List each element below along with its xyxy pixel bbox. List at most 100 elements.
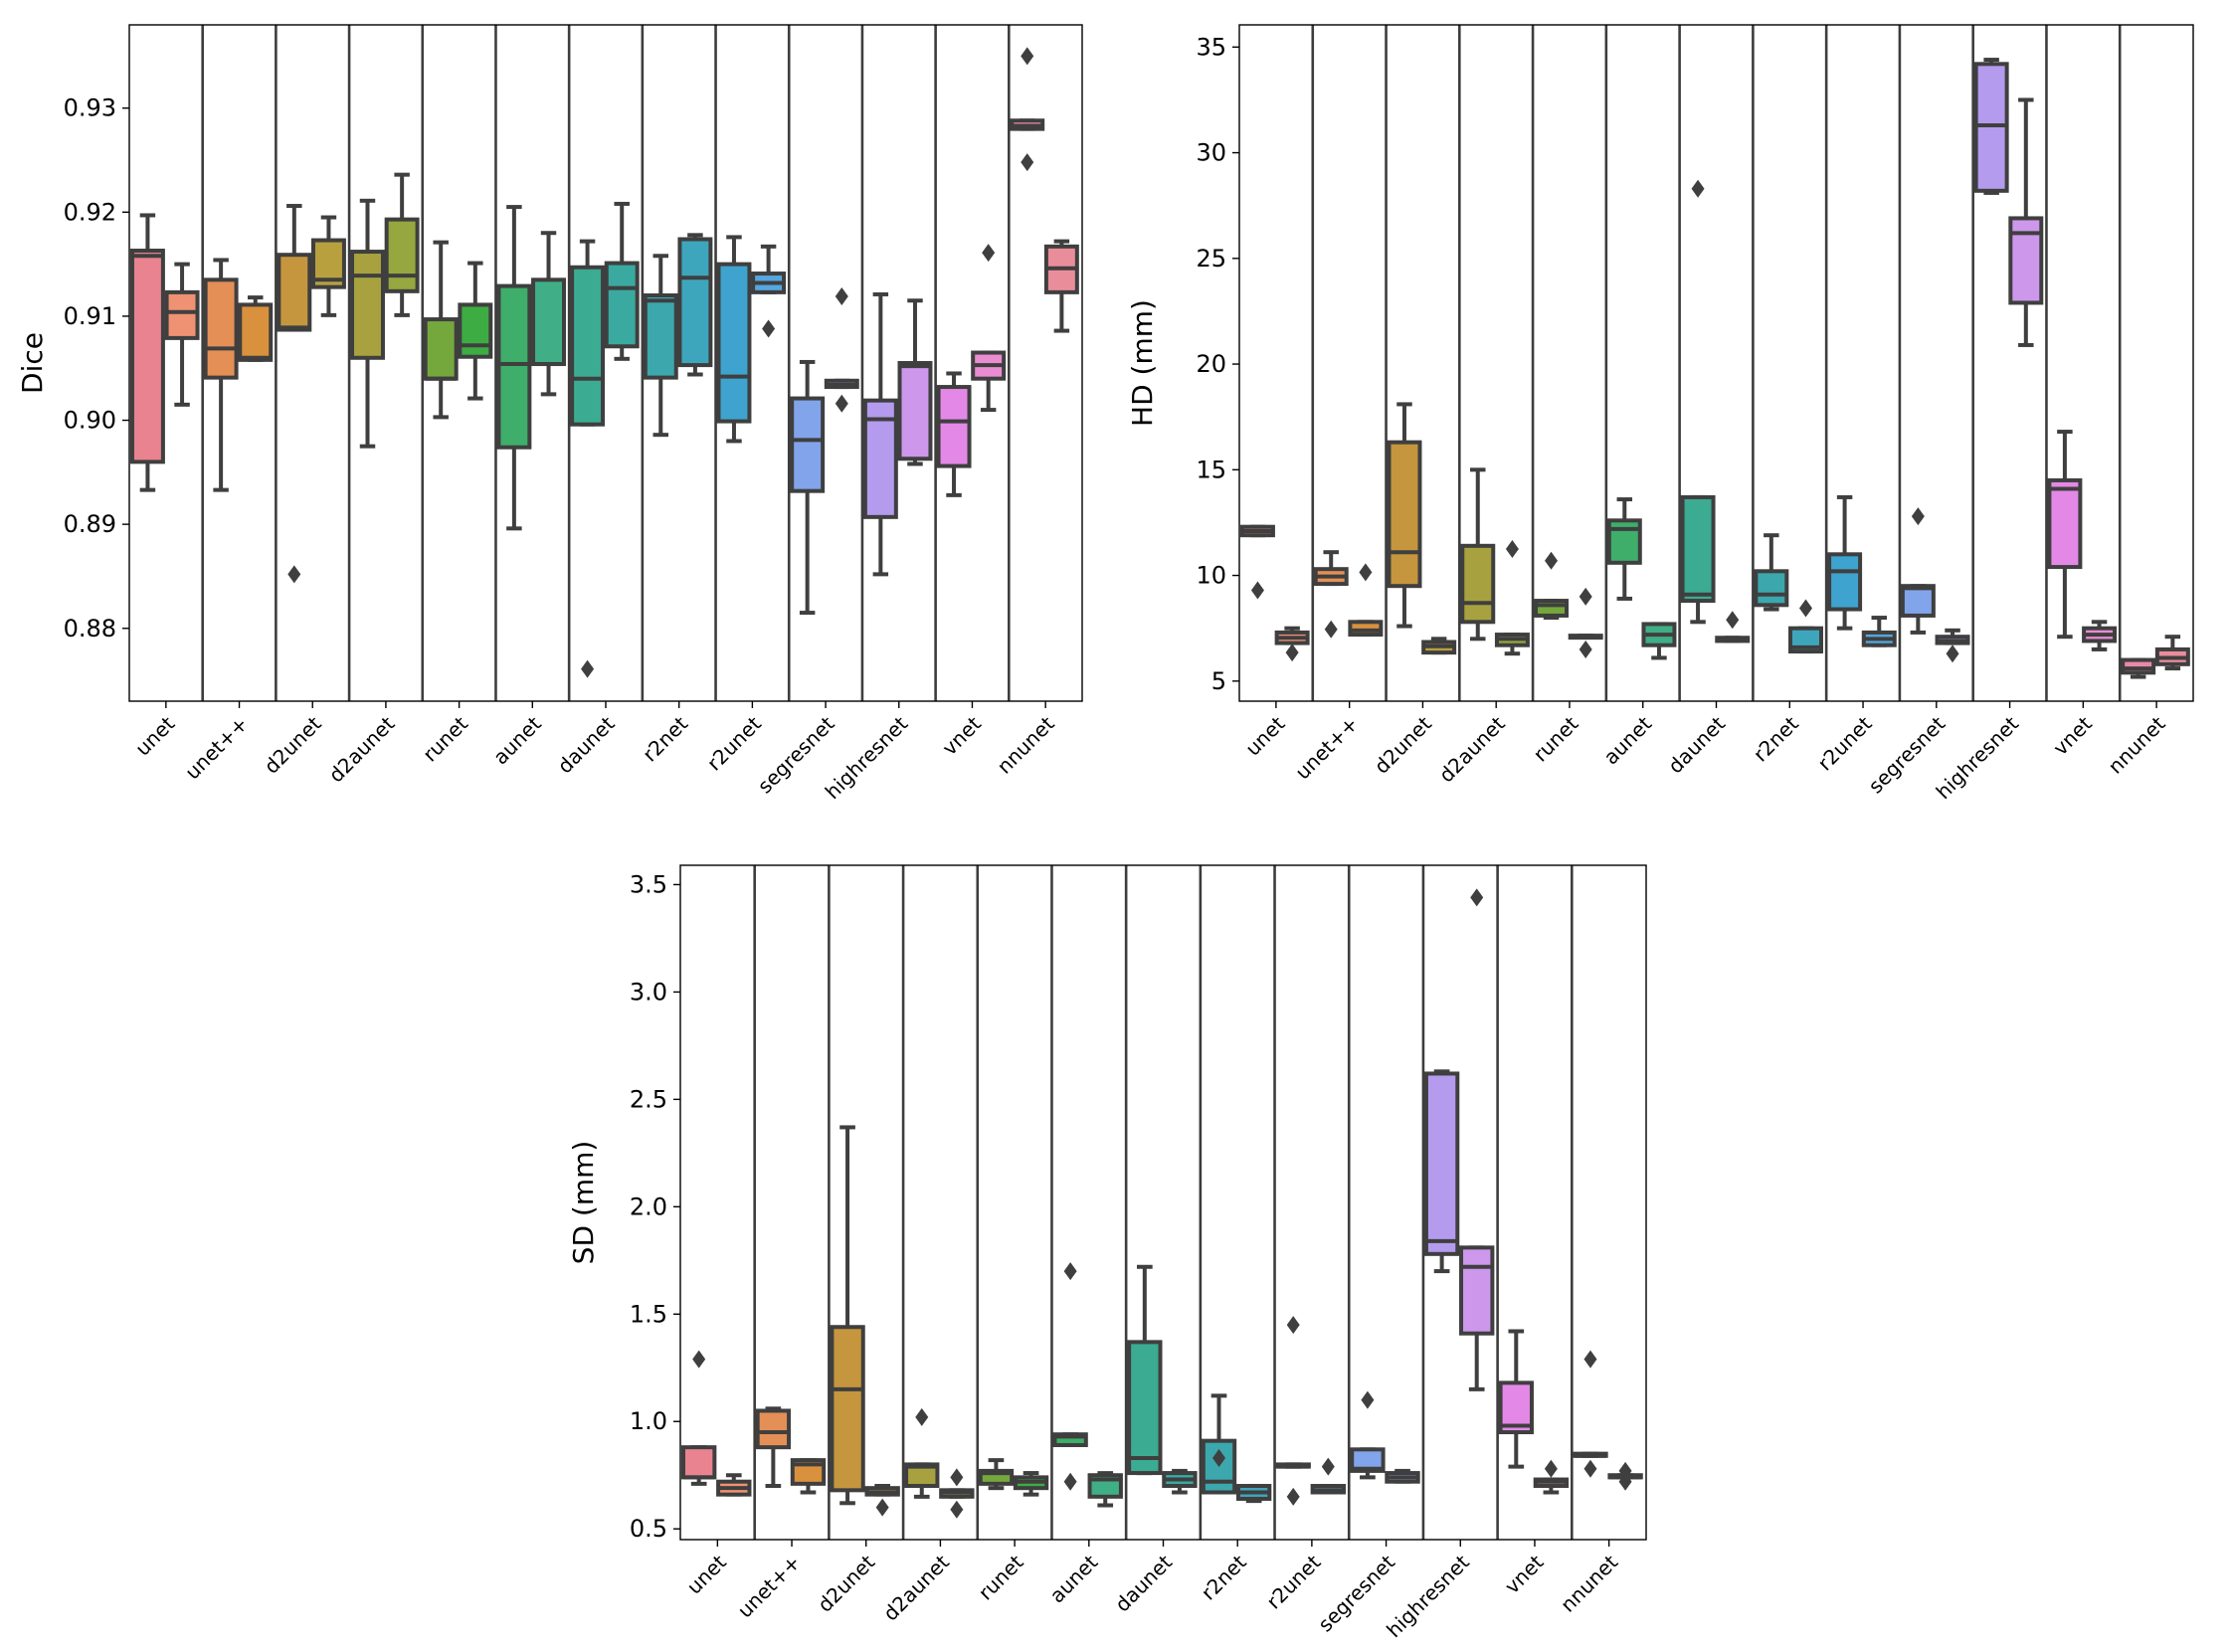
dice-box-r2unet-b bbox=[751, 244, 787, 338]
sd-box-daunet-a bbox=[1127, 1264, 1163, 1476]
dice-y-tick-label: 0.90 bbox=[64, 407, 116, 435]
outlier-marker bbox=[1063, 1472, 1077, 1491]
outlier-marker bbox=[1726, 611, 1740, 630]
hd-box-unetpp-b bbox=[1348, 563, 1384, 638]
outlier-marker bbox=[1946, 644, 1959, 663]
sd-box-unet-a bbox=[680, 1350, 717, 1486]
outlier-marker bbox=[1579, 587, 1592, 606]
dice-box-d2aunet-a bbox=[350, 198, 385, 449]
outlier-marker bbox=[1618, 1472, 1632, 1491]
dice-box-daunet-a bbox=[570, 239, 606, 678]
dice-box-d2unet-a bbox=[277, 204, 312, 584]
iqr-box bbox=[830, 1325, 865, 1493]
hd-box-aunet-a bbox=[1606, 497, 1642, 601]
hd-y-axis-label: HD (mm) bbox=[1126, 299, 1159, 427]
hd-box-runet-a bbox=[1534, 551, 1570, 621]
outlier-marker bbox=[1021, 47, 1034, 66]
sd-box-d2unet-a bbox=[830, 1125, 865, 1506]
iqr-box bbox=[458, 302, 493, 359]
dice-box-highresnet-b bbox=[897, 298, 933, 466]
iqr-box bbox=[129, 249, 165, 464]
sd-box-unet-b bbox=[716, 1473, 752, 1497]
dice-box-d2aunet-b bbox=[384, 172, 420, 317]
sd-box-d2unet-b bbox=[864, 1484, 900, 1517]
hd-box-runet-b bbox=[1568, 587, 1603, 658]
iqr-box bbox=[423, 317, 459, 381]
outlier-marker bbox=[1212, 1448, 1226, 1467]
iqr-box bbox=[570, 265, 606, 427]
hd-box-highresnet-a bbox=[1973, 58, 2009, 195]
hd-box-r2net-a bbox=[1754, 533, 1789, 612]
dice-y-axis-label: Dice bbox=[16, 332, 49, 394]
hd-box-vnet-a bbox=[2047, 430, 2083, 640]
sd-box-unetpp-a bbox=[755, 1406, 792, 1489]
hd-box-r2unet-b bbox=[1861, 616, 1897, 647]
outlier-marker bbox=[950, 1468, 964, 1487]
hd-box-d2aunet-a bbox=[1460, 467, 1496, 642]
dice-box-r2net-b bbox=[677, 233, 713, 377]
iqr-box bbox=[384, 217, 420, 293]
outlier-marker bbox=[1286, 1316, 1300, 1335]
iqr-box bbox=[897, 361, 933, 461]
sd-box-nnunet-b bbox=[1607, 1461, 1643, 1491]
iqr-box bbox=[1680, 494, 1716, 604]
iqr-box bbox=[2121, 657, 2156, 675]
hd-box-unet-a bbox=[1239, 524, 1275, 600]
dice-box-nnunet-a bbox=[1010, 47, 1045, 172]
dice-box-unetpp-b bbox=[238, 295, 274, 362]
dice-y-tick-label: 0.93 bbox=[64, 94, 116, 122]
sd-box-d2aunet-a bbox=[904, 1407, 940, 1499]
iqr-box bbox=[1754, 569, 1789, 608]
sd-box-vnet-b bbox=[1533, 1459, 1570, 1495]
dice-box-runet-a bbox=[423, 240, 459, 420]
dice-box-nnunet-b bbox=[1043, 239, 1079, 333]
sd-y-tick-label: 0.5 bbox=[630, 1515, 667, 1543]
sd-y-tick-label: 3.0 bbox=[630, 978, 667, 1006]
hd-y-tick-label: 15 bbox=[1196, 456, 1226, 483]
sd-y-tick-label: 2.5 bbox=[630, 1085, 667, 1113]
dice-box-segresnet-b bbox=[824, 287, 859, 413]
sd-box-nnunet-a bbox=[1573, 1350, 1608, 1478]
sd-box-d2aunet-b bbox=[939, 1468, 975, 1519]
dice-box-unetpp-a bbox=[203, 258, 239, 492]
iqr-box bbox=[680, 1445, 717, 1480]
hd-box-daunet-a bbox=[1680, 179, 1716, 625]
iqr-box bbox=[164, 289, 200, 340]
outlier-marker bbox=[1583, 1350, 1597, 1369]
iqr-box bbox=[1348, 620, 1384, 638]
dice-box-highresnet-a bbox=[862, 291, 898, 577]
sd-box-highresnet-b bbox=[1459, 888, 1495, 1391]
outlier-marker bbox=[581, 659, 595, 678]
sd-box-unetpp-b bbox=[790, 1458, 827, 1495]
sd-y-tick-label: 2.0 bbox=[630, 1193, 667, 1220]
sd-box-daunet-b bbox=[1162, 1468, 1198, 1495]
sd-y-tick-label: 3.5 bbox=[630, 870, 667, 898]
hd-y-tick-label: 35 bbox=[1196, 33, 1226, 61]
iqr-box bbox=[1459, 1245, 1495, 1336]
outlier-marker bbox=[875, 1498, 889, 1517]
hd-box-r2net-b bbox=[1788, 599, 1823, 654]
sd-box-segresnet-a bbox=[1350, 1390, 1386, 1480]
outlier-marker bbox=[1361, 1390, 1375, 1409]
iqr-box bbox=[1127, 1340, 1163, 1476]
hd-y-tick-label: 5 bbox=[1211, 667, 1226, 695]
sd-box-r2net-a bbox=[1201, 1393, 1237, 1495]
outlier-marker bbox=[915, 1407, 929, 1426]
sd-box-vnet-a bbox=[1498, 1329, 1534, 1469]
hd-y-tick-label: 30 bbox=[1196, 139, 1226, 167]
outlier-marker bbox=[762, 319, 776, 338]
outlier-marker bbox=[1324, 620, 1338, 639]
hd-box-unetpp-a bbox=[1313, 550, 1349, 639]
hd-box-vnet-b bbox=[2082, 620, 2118, 651]
iqr-box bbox=[1460, 543, 1496, 625]
iqr-box bbox=[677, 237, 713, 368]
iqr-box bbox=[1423, 1071, 1460, 1256]
iqr-box bbox=[716, 262, 752, 424]
sd-box-aunet-b bbox=[1087, 1471, 1123, 1508]
sd-y-tick-label: 1.5 bbox=[630, 1300, 667, 1328]
iqr-box bbox=[1052, 1432, 1088, 1447]
outlier-marker bbox=[1470, 888, 1484, 907]
dice-box-aunet-a bbox=[496, 205, 532, 531]
dice-box-aunet-b bbox=[531, 231, 566, 397]
outlier-marker bbox=[1911, 507, 1925, 526]
